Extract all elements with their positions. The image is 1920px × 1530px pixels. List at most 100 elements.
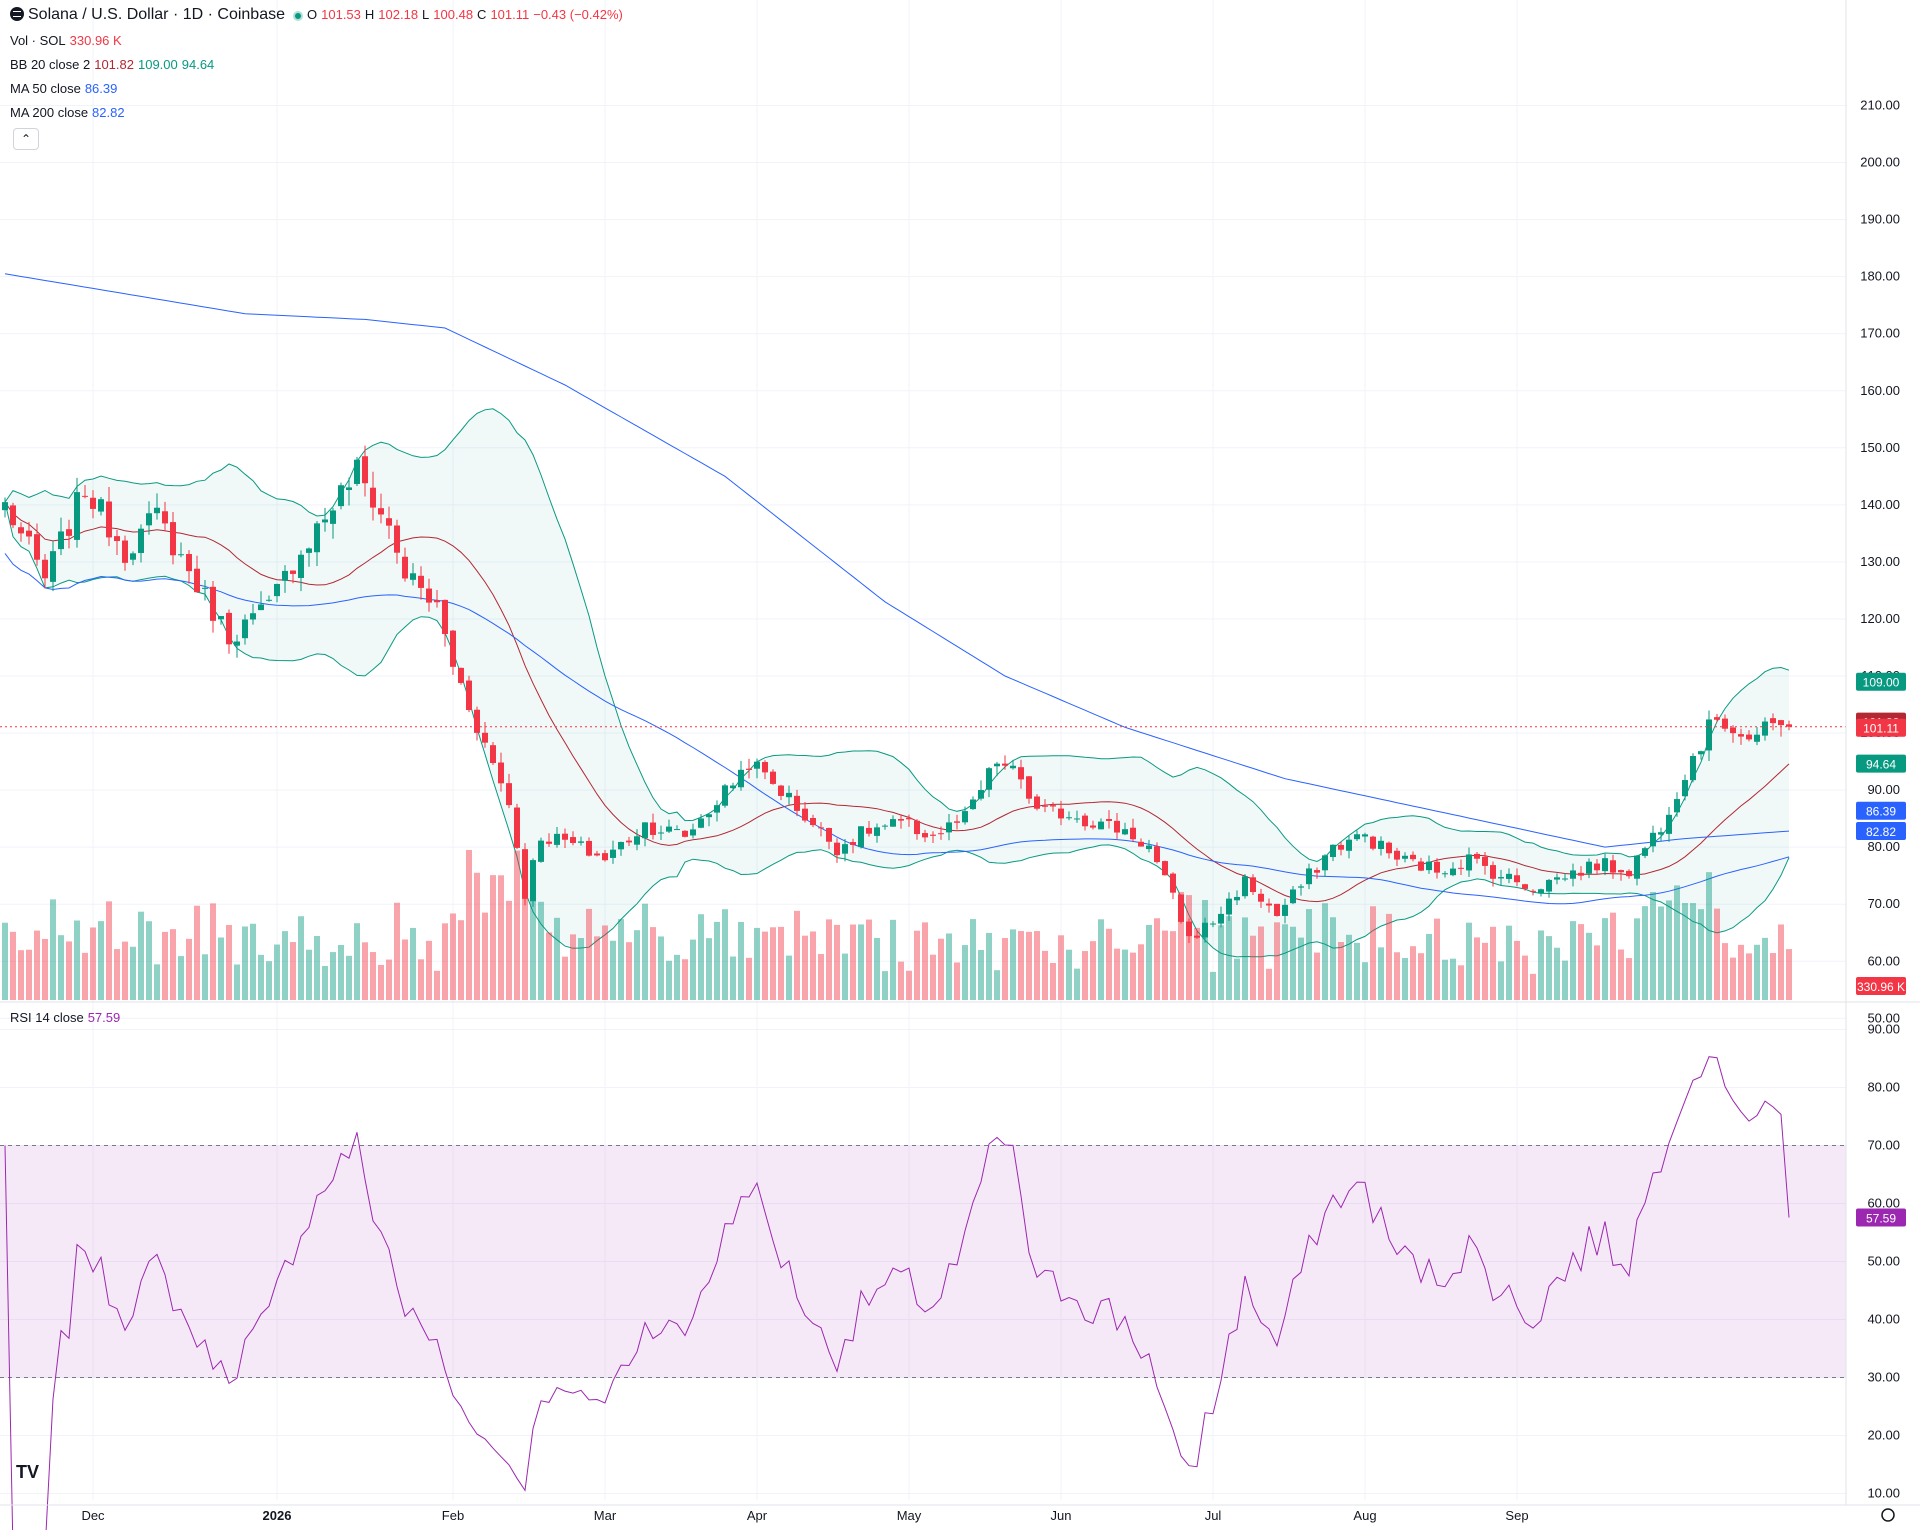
volume-bar xyxy=(66,941,72,1000)
volume-bar xyxy=(146,921,152,1000)
candle-body xyxy=(1490,865,1496,879)
volume-bar xyxy=(914,930,920,1000)
volume-bar xyxy=(18,950,24,1000)
volume-bar xyxy=(1586,932,1592,1000)
volume-bar xyxy=(1098,919,1104,1000)
volume-bar xyxy=(1314,952,1320,1000)
volume-bar xyxy=(1218,925,1224,1000)
tradingview-logo[interactable]: TV xyxy=(16,1462,40,1482)
volume-legend[interactable]: Vol · SOL 330.96 K xyxy=(10,33,122,48)
solana-logo-icon xyxy=(10,7,24,21)
volume-bar xyxy=(354,923,360,1000)
volume-bar xyxy=(306,949,312,1000)
volume-bar xyxy=(474,872,480,1000)
volume-bar xyxy=(58,935,64,1000)
symbol-legend: Solana / U.S. Dollar · 1D · Coinbase O 101… xyxy=(10,7,627,23)
rsi-axis-label: 20.00 xyxy=(1867,1428,1900,1443)
candle-body xyxy=(978,790,984,799)
bb-lower-value: 94.64 xyxy=(181,57,215,72)
volume-bar xyxy=(706,938,712,1000)
volume-bar xyxy=(1034,931,1040,1000)
candle-body xyxy=(1034,796,1040,809)
volume-bar xyxy=(10,931,16,1000)
candle-body xyxy=(1090,825,1096,828)
time-axis-label: Aug xyxy=(1353,1508,1376,1523)
volume-bar xyxy=(762,931,768,1000)
candle-body xyxy=(346,487,352,491)
candle-body xyxy=(394,525,400,553)
rsi-legend[interactable]: RSI 14 close 57.59 xyxy=(10,1010,121,1025)
candle-body xyxy=(842,844,848,854)
candle-body xyxy=(874,827,880,836)
candle-body xyxy=(642,822,648,839)
settings-gear-icon[interactable] xyxy=(1881,1508,1895,1522)
candle-body xyxy=(170,522,176,556)
candle-body xyxy=(1586,861,1592,874)
volume-bar xyxy=(138,911,144,1000)
ma200-legend[interactable]: MA 200 close 82.82 xyxy=(10,105,125,120)
volume-bar xyxy=(506,900,512,1000)
candle-body xyxy=(1274,903,1280,916)
candle-body xyxy=(1442,873,1448,875)
candle-body xyxy=(1258,893,1264,902)
bollinger-legend[interactable]: BB 20 close 2 101.82 109.00 94.64 xyxy=(10,57,215,72)
volume-bar xyxy=(106,901,112,1000)
candle-body xyxy=(922,833,928,838)
candle-body xyxy=(522,849,528,899)
rsi-axis-label: 30.00 xyxy=(1867,1370,1900,1385)
candle-body xyxy=(1602,858,1608,872)
volume-bar xyxy=(1522,955,1528,1000)
volume-bar xyxy=(650,927,656,1000)
candle-body xyxy=(1362,834,1368,837)
volume-bar xyxy=(1474,937,1480,1000)
volume-bar xyxy=(610,940,616,1000)
volume-bar xyxy=(1490,926,1496,1000)
collapse-legend-button[interactable]: ⌃ xyxy=(13,128,39,150)
bollinger-upper-line xyxy=(4,408,1790,863)
symbol-title[interactable]: Solana / U.S. Dollar · 1D · Coinbase xyxy=(28,6,285,23)
candle-body xyxy=(1386,842,1392,854)
candle-body xyxy=(1634,855,1640,879)
candle-body xyxy=(1506,873,1512,879)
ma50-value: 86.39 xyxy=(84,81,118,96)
volume-bar xyxy=(578,937,584,1000)
volume-bar xyxy=(1394,952,1400,1000)
bollinger-basis-line xyxy=(4,501,1790,903)
candle-body xyxy=(698,818,704,828)
volume-bar xyxy=(1778,924,1784,1000)
volume-bar xyxy=(954,962,960,1000)
market-status-icon[interactable] xyxy=(293,11,303,21)
volume-bar xyxy=(1402,957,1408,1000)
volume-bar xyxy=(1122,949,1128,1000)
change-value: −0.43 (−0.42%) xyxy=(533,7,623,22)
volume-bar xyxy=(530,870,536,1000)
volume-bar xyxy=(1290,926,1296,1000)
candle-body xyxy=(546,841,552,844)
candle-body xyxy=(650,822,656,835)
volume-bar xyxy=(818,954,824,1000)
volume-bar xyxy=(722,909,728,1000)
candle-body xyxy=(378,508,384,515)
candle-body xyxy=(666,826,672,832)
volume-bar xyxy=(1634,918,1640,1000)
volume-bar xyxy=(298,916,304,1000)
price-axis-label: 80.00 xyxy=(1867,839,1900,854)
candle-body xyxy=(122,540,128,563)
price-axis-label: 170.00 xyxy=(1860,326,1900,341)
candle-body xyxy=(1122,829,1128,835)
candle-body xyxy=(514,807,520,848)
price-axis-label: 210.00 xyxy=(1860,98,1900,113)
volume-bar xyxy=(1138,944,1144,1000)
candle-body xyxy=(1778,720,1784,726)
candle-body xyxy=(1410,854,1416,860)
volume-bar xyxy=(162,931,168,1000)
volume-bar xyxy=(890,919,896,1000)
candle-body xyxy=(98,499,104,512)
candle-body xyxy=(362,456,368,484)
candle-body xyxy=(1474,853,1480,859)
candle-body xyxy=(1250,877,1256,893)
ma200-line xyxy=(4,273,1790,848)
time-axis-label: Jul xyxy=(1205,1508,1222,1523)
ma50-legend[interactable]: MA 50 close 86.39 xyxy=(10,81,118,96)
